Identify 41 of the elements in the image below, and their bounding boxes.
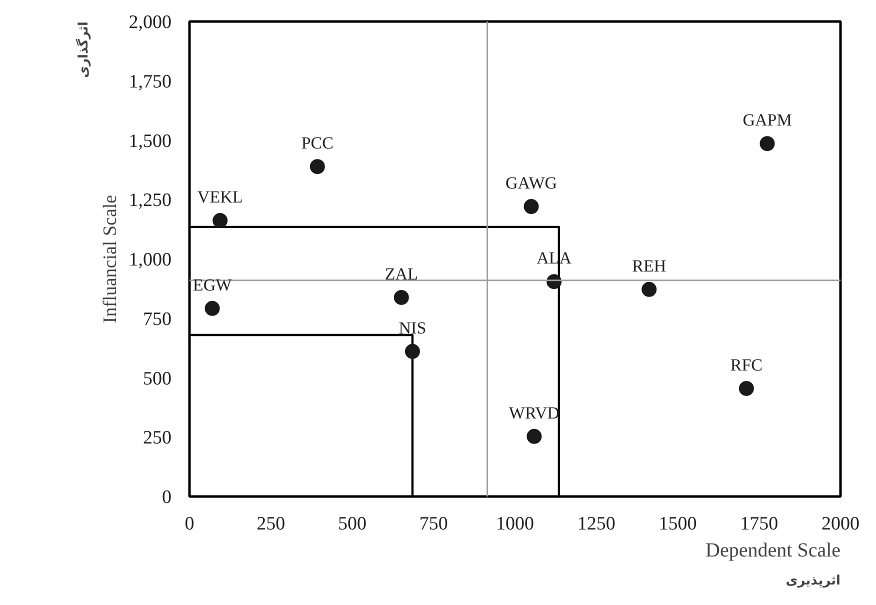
annotation: RFC xyxy=(730,355,763,374)
point xyxy=(738,380,754,396)
x-tick-label: 1750 xyxy=(740,514,778,534)
point xyxy=(404,344,420,359)
point xyxy=(526,428,542,444)
annotation: PCC xyxy=(301,134,334,153)
x-tick-label: 0 xyxy=(184,514,194,534)
annotation: GAPM xyxy=(742,110,792,130)
y-tick-label: 1,250 xyxy=(128,190,172,212)
point xyxy=(394,290,409,305)
point xyxy=(642,282,657,297)
y-axis-title: Influancial Scale xyxy=(100,194,121,324)
x-tick-label: 1500 xyxy=(658,514,697,534)
point xyxy=(524,199,539,214)
y-tick-label: 250 xyxy=(143,428,172,449)
text: اثرپذیری xyxy=(786,574,841,588)
x-tick-label: 2000 xyxy=(822,514,860,534)
x-tick-label: 1250 xyxy=(577,514,616,534)
point xyxy=(760,136,775,152)
annotation: VEKL xyxy=(197,188,243,207)
annotation: NIS xyxy=(398,318,426,338)
annotation: ZAL xyxy=(384,264,418,284)
x-tick-label: 750 xyxy=(419,514,448,534)
text: اثرگذاری xyxy=(76,21,92,78)
annotation: REH xyxy=(632,256,666,276)
y-tick-label: 1,750 xyxy=(128,71,172,92)
y-tick-label: 1,000 xyxy=(128,250,172,270)
x-tick-label: 500 xyxy=(338,514,366,534)
y-tick-label: 0 xyxy=(162,487,172,508)
y-tick-label: 500 xyxy=(143,368,172,390)
point xyxy=(212,213,228,228)
annotation: EGW xyxy=(192,275,233,294)
x-axis-title: Dependent Scale xyxy=(706,540,841,562)
y-tick-label: 1,500 xyxy=(128,130,172,152)
y-tick-label: 750 xyxy=(143,308,172,330)
x-tick-label: 1000 xyxy=(496,514,534,534)
x-tick-label: 250 xyxy=(256,514,286,534)
annotation: GAWG xyxy=(506,174,558,193)
point xyxy=(204,300,220,316)
y-tick-label: 2,000 xyxy=(128,12,172,33)
point xyxy=(310,159,325,174)
